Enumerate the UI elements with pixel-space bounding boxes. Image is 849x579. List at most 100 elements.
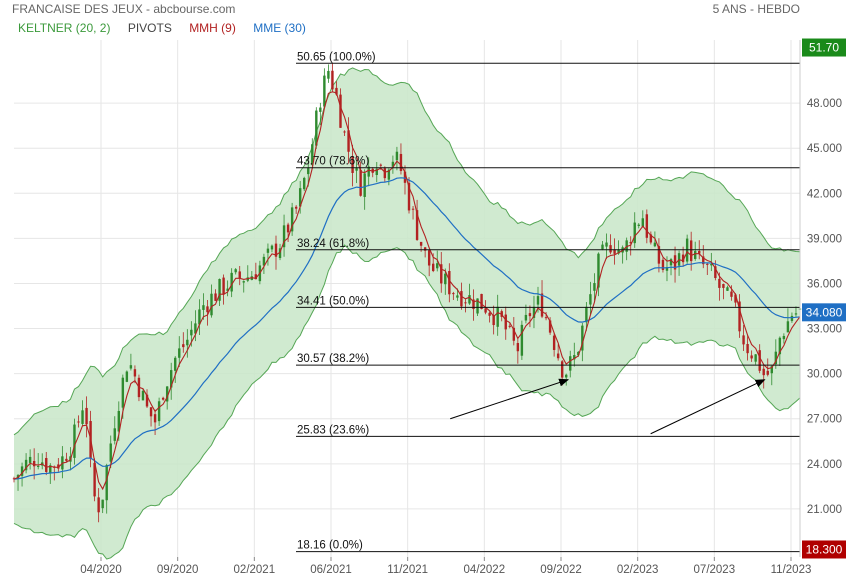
chart-title: FRANCAISE DES JEUX - abcbourse.com: [12, 2, 236, 16]
candle-body: [528, 313, 532, 317]
candle-body: [702, 256, 705, 265]
candle-body: [149, 407, 153, 417]
y-tick-label: 30.000: [807, 369, 842, 381]
candle-body: [512, 327, 516, 341]
candle-body: [331, 70, 334, 90]
candle-body: [359, 169, 362, 196]
candle-body: [730, 291, 733, 297]
candle-body: [121, 377, 125, 408]
candle-body: [536, 296, 540, 305]
candle-body: [323, 75, 326, 107]
candle-body: [335, 87, 338, 95]
candle-body: [544, 317, 548, 319]
candle-body: [194, 323, 197, 334]
candle-body: [214, 293, 217, 301]
trend-arrow: [450, 378, 570, 420]
candle-body: [190, 329, 193, 336]
fib-label: 30.57 (38.2%): [297, 353, 369, 365]
price-badges: 51.70 34.080 18.300: [802, 38, 846, 559]
legend-keltner[interactable]: KELTNER (20, 2): [18, 21, 111, 35]
fib-label: 43.70 (78.6%): [297, 156, 369, 168]
candle-body: [746, 343, 749, 354]
price-badge-label: 51.70: [809, 41, 839, 55]
candle-body: [186, 339, 189, 346]
candle-body: [411, 208, 415, 210]
candle-body: [327, 70, 330, 79]
candle-body: [182, 344, 185, 348]
candle-body: [488, 312, 491, 316]
candle-body: [520, 324, 524, 356]
candle-body: [153, 414, 157, 423]
candle-body: [552, 335, 556, 350]
legend: KELTNER (20, 2) PIVOTS MMH (9) MME (30): [18, 21, 320, 35]
candle-body: [653, 242, 657, 247]
candle-body: [307, 168, 310, 175]
candle-body: [210, 293, 213, 316]
price-badge-label: 18.300: [806, 542, 843, 556]
candle-body: [693, 251, 697, 259]
y-tick-label: 39.000: [807, 233, 842, 245]
candle-body: [609, 245, 612, 253]
candle-body: [85, 407, 88, 425]
candle-body: [218, 279, 221, 301]
candle-body: [242, 281, 245, 283]
candle-body: [93, 462, 96, 497]
candle-body: [238, 271, 241, 279]
candle-body: [661, 259, 665, 271]
candle-body: [391, 161, 395, 167]
candle-body: [476, 298, 479, 314]
candle-body: [710, 264, 713, 266]
candle-body: [524, 314, 528, 321]
axes: 21.000 24.000 27.000 30.000 33.000 36.000 39.0…: [80, 40, 842, 576]
candle-body: [274, 243, 278, 257]
candle-body: [230, 272, 233, 292]
candle-body: [363, 173, 366, 197]
candle-body: [36, 465, 40, 467]
candle-body: [540, 293, 544, 317]
y-tick-label: 45.000: [807, 143, 842, 155]
candle-body: [508, 325, 511, 327]
candle-body: [577, 351, 580, 356]
legend-mmh[interactable]: MMH (9): [189, 21, 236, 35]
candle-body: [681, 254, 685, 263]
candle-body: [403, 171, 407, 183]
candle-body: [161, 397, 165, 400]
moving-averages: [13, 91, 801, 491]
candle-body: [556, 353, 560, 359]
x-tick-label: 09/2020: [157, 564, 199, 576]
candle-body: [141, 390, 145, 401]
candle-body: [738, 301, 741, 332]
y-tick-label: 48.000: [807, 98, 842, 110]
candle-body: [722, 284, 725, 288]
y-tick-label: 42.000: [807, 188, 842, 200]
candle-body: [629, 242, 632, 244]
candle-body: [786, 321, 790, 333]
fib-label: 34.41 (50.0%): [297, 295, 369, 307]
candle-body: [278, 248, 282, 259]
candle-body: [351, 156, 354, 173]
candle-body: [565, 374, 568, 378]
candle-body: [303, 177, 306, 190]
candle-body: [282, 225, 286, 248]
legend-mme[interactable]: MME (30): [253, 21, 306, 35]
legend-pivots[interactable]: PIVOTS: [127, 21, 172, 35]
candle-body: [24, 459, 28, 471]
candle-body: [28, 456, 32, 463]
candle-body: [97, 497, 100, 513]
candle-body: [290, 207, 294, 232]
candle-body: [383, 168, 387, 179]
candle-body: [77, 421, 80, 423]
candle-body: [794, 313, 798, 315]
price-badge: [802, 38, 846, 57]
candle-body: [605, 242, 608, 247]
candle-body: [169, 370, 173, 388]
candle-body: [113, 428, 116, 441]
candle-body: [464, 302, 467, 304]
candle-body: [45, 458, 48, 472]
candle-body: [399, 153, 403, 172]
fib-label: 50.65 (100.0%): [297, 51, 376, 63]
candle-body: [270, 245, 274, 250]
candle-body: [641, 218, 645, 227]
trend-arrow: [650, 379, 766, 435]
